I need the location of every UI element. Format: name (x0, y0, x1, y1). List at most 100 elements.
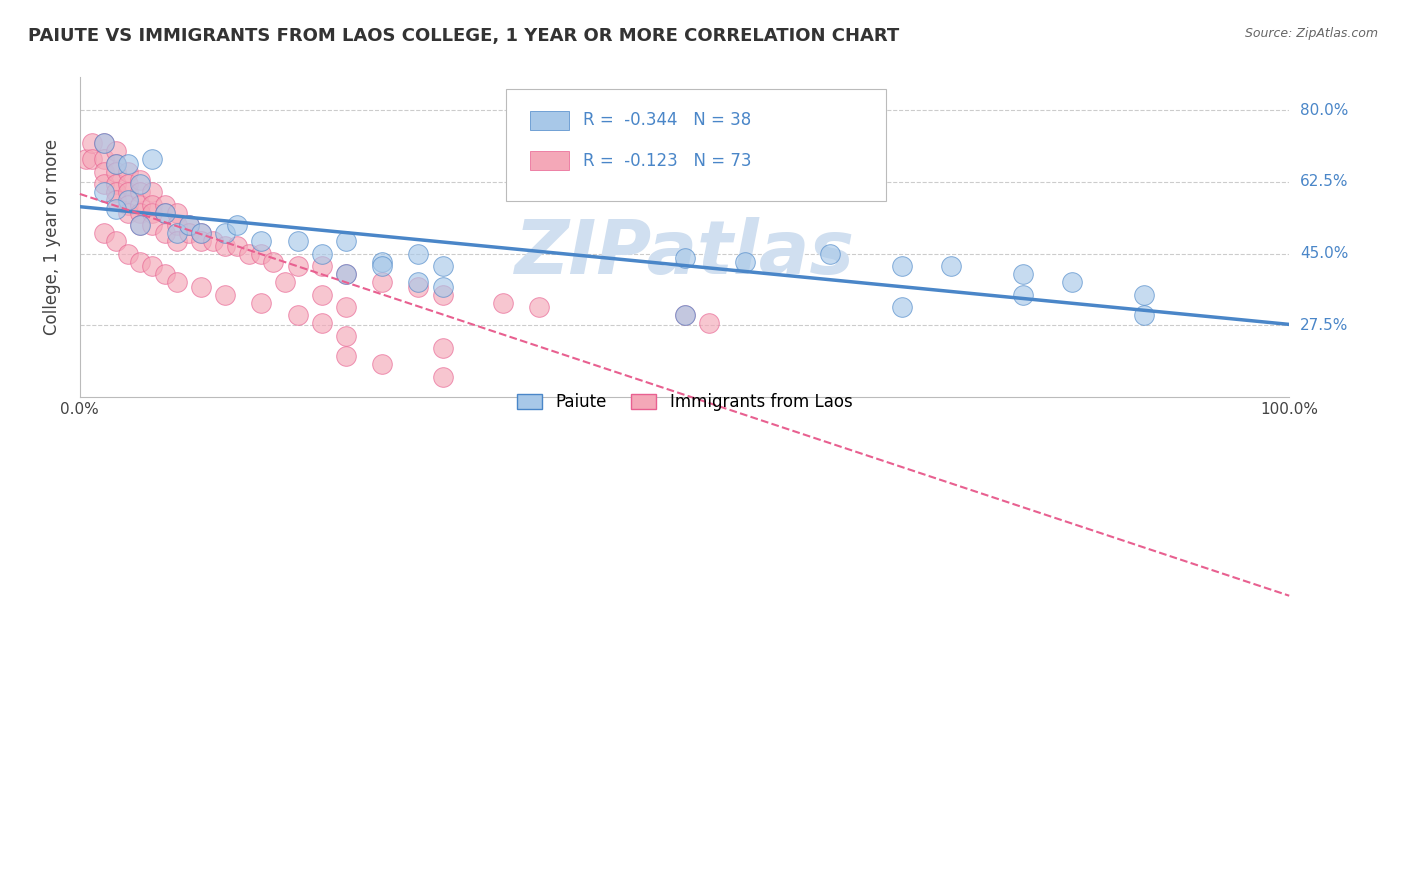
Point (432, 259, 454, 273)
Point (75, 153, 97, 167)
Point (818, 246, 841, 260)
Y-axis label: College, 1 year or more: College, 1 year or more (44, 139, 60, 335)
Point (105, 145, 128, 159)
Point (201, 235, 224, 249)
Text: 27.5%: 27.5% (1301, 318, 1348, 333)
Point (734, 255, 756, 269)
Point (177, 218, 200, 232)
Point (190, 235, 212, 249)
Point (166, 218, 188, 232)
Point (105, 202, 128, 216)
Point (673, 308, 696, 322)
Point (93, 186, 115, 200)
Point (492, 296, 515, 310)
Point (129, 197, 152, 211)
Text: R =  -0.344   N = 38: R = -0.344 N = 38 (583, 112, 752, 129)
Point (141, 259, 163, 273)
Point (697, 317, 720, 331)
Point (311, 246, 333, 260)
Point (93, 136, 115, 150)
Point (287, 308, 309, 322)
Point (1012, 287, 1035, 301)
Point (939, 259, 962, 273)
Point (129, 173, 152, 187)
Point (1060, 276, 1083, 290)
Point (891, 259, 914, 273)
Point (117, 177, 139, 191)
Point (250, 235, 273, 249)
Point (177, 226, 200, 240)
Point (335, 267, 357, 281)
Point (432, 341, 454, 355)
Point (238, 246, 260, 260)
Point (1133, 287, 1156, 301)
Text: Source: ZipAtlas.com: Source: ZipAtlas.com (1244, 27, 1378, 40)
Point (105, 165, 128, 179)
Point (93, 177, 115, 191)
Point (214, 238, 236, 252)
Point (117, 186, 139, 200)
Point (1012, 267, 1035, 281)
Point (117, 194, 139, 208)
Point (153, 197, 176, 211)
Point (371, 259, 394, 273)
Point (141, 206, 163, 220)
Point (117, 246, 139, 260)
Point (117, 197, 139, 211)
Point (226, 238, 249, 252)
Point (129, 218, 152, 232)
Point (153, 206, 176, 220)
Point (177, 218, 200, 232)
Point (371, 255, 394, 269)
Point (287, 235, 309, 249)
Point (129, 206, 152, 220)
Text: 80.0%: 80.0% (1301, 103, 1348, 118)
Point (408, 246, 430, 260)
Point (371, 276, 394, 290)
Point (117, 156, 139, 170)
Point (250, 296, 273, 310)
Text: ZIPatlas: ZIPatlas (515, 217, 855, 290)
Point (117, 165, 139, 179)
Point (80, 153, 103, 167)
Point (117, 206, 139, 220)
Point (166, 206, 188, 220)
Point (129, 186, 152, 200)
Point (141, 153, 163, 167)
Point (105, 156, 128, 170)
Point (141, 197, 163, 211)
Point (93, 136, 115, 150)
Point (673, 308, 696, 322)
Point (311, 287, 333, 301)
Point (432, 287, 454, 301)
Point (335, 349, 357, 363)
Point (214, 287, 236, 301)
Point (891, 300, 914, 314)
Point (274, 276, 297, 290)
Point (673, 251, 696, 265)
Point (287, 259, 309, 273)
Text: R =  -0.123   N = 73: R = -0.123 N = 73 (583, 152, 752, 169)
Point (311, 259, 333, 273)
Point (105, 177, 128, 191)
Point (80, 136, 103, 150)
Point (335, 235, 357, 249)
Text: 45.0%: 45.0% (1301, 246, 1348, 261)
Legend: Paiute, Immigrants from Laos: Paiute, Immigrants from Laos (510, 386, 859, 417)
Point (105, 235, 128, 249)
Point (166, 276, 188, 290)
Point (93, 226, 115, 240)
Point (335, 300, 357, 314)
Point (190, 279, 212, 293)
Point (93, 165, 115, 179)
Point (335, 267, 357, 281)
Point (214, 226, 236, 240)
Point (190, 226, 212, 240)
Point (166, 226, 188, 240)
Point (311, 317, 333, 331)
Point (335, 328, 357, 343)
Point (432, 279, 454, 293)
Point (432, 369, 454, 384)
Point (153, 267, 176, 281)
Point (250, 246, 273, 260)
